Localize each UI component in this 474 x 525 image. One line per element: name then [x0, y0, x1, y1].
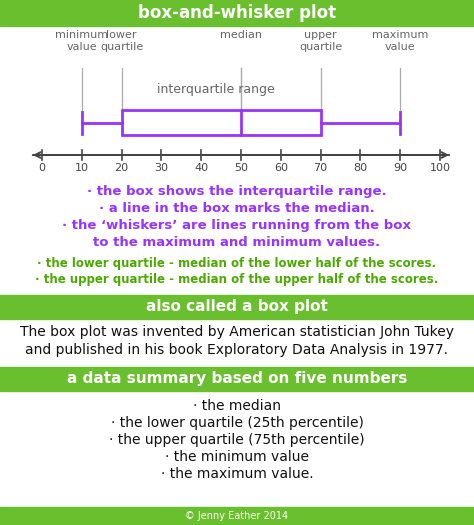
- Bar: [0, 295, 474, 319]
- Text: · the ‘whiskers’ are lines running from the box: · the ‘whiskers’ are lines running from …: [63, 219, 411, 232]
- Text: to the maximum and minimum values.: to the maximum and minimum values.: [93, 236, 381, 249]
- Text: 40: 40: [194, 163, 208, 173]
- Text: 70: 70: [313, 163, 328, 173]
- Text: · the lower quartile (25th percentile): · the lower quartile (25th percentile): [110, 416, 364, 430]
- Text: · the box shows the interquartile range.: · the box shows the interquartile range.: [87, 185, 387, 198]
- Text: 10: 10: [75, 163, 89, 173]
- Text: box-and-whisker plot: box-and-whisker plot: [138, 4, 336, 22]
- Text: 90: 90: [393, 163, 407, 173]
- Text: · the median: · the median: [193, 399, 281, 413]
- Text: · the lower quartile - median of the lower half of the scores.: · the lower quartile - median of the low…: [37, 257, 437, 270]
- Text: · the minimum value: · the minimum value: [165, 450, 309, 464]
- Text: 80: 80: [353, 163, 367, 173]
- Text: median: median: [220, 30, 262, 40]
- Text: The box plot was invented by American statistician John Tukey: The box plot was invented by American st…: [20, 325, 454, 339]
- Text: lower
quartile: lower quartile: [100, 30, 143, 51]
- Text: © Jenny Eather 2014: © Jenny Eather 2014: [185, 511, 289, 521]
- Text: 100: 100: [429, 163, 450, 173]
- Text: a data summary based on five numbers: a data summary based on five numbers: [67, 372, 407, 386]
- Bar: [122, 110, 320, 135]
- Text: maximum
value: maximum value: [372, 30, 428, 51]
- Text: upper
quartile: upper quartile: [299, 30, 342, 51]
- Text: also called a box plot: also called a box plot: [146, 299, 328, 314]
- Bar: [0, 0, 474, 26]
- Text: 50: 50: [234, 163, 248, 173]
- Text: and published in his book Exploratory Data Analysis in 1977.: and published in his book Exploratory Da…: [26, 343, 448, 357]
- Text: interquartile range: interquartile range: [157, 83, 275, 96]
- Text: 0: 0: [38, 163, 46, 173]
- Bar: [0, 507, 474, 525]
- Text: · the maximum value.: · the maximum value.: [161, 467, 313, 481]
- Text: 60: 60: [274, 163, 288, 173]
- Text: · the upper quartile - median of the upper half of the scores.: · the upper quartile - median of the upp…: [35, 273, 439, 286]
- Bar: [0, 367, 474, 391]
- Text: 20: 20: [115, 163, 128, 173]
- Text: minimum
value: minimum value: [55, 30, 109, 51]
- Text: · a line in the box marks the median.: · a line in the box marks the median.: [99, 202, 375, 215]
- Text: 30: 30: [155, 163, 168, 173]
- Text: · the upper quartile (75th percentile): · the upper quartile (75th percentile): [109, 433, 365, 447]
